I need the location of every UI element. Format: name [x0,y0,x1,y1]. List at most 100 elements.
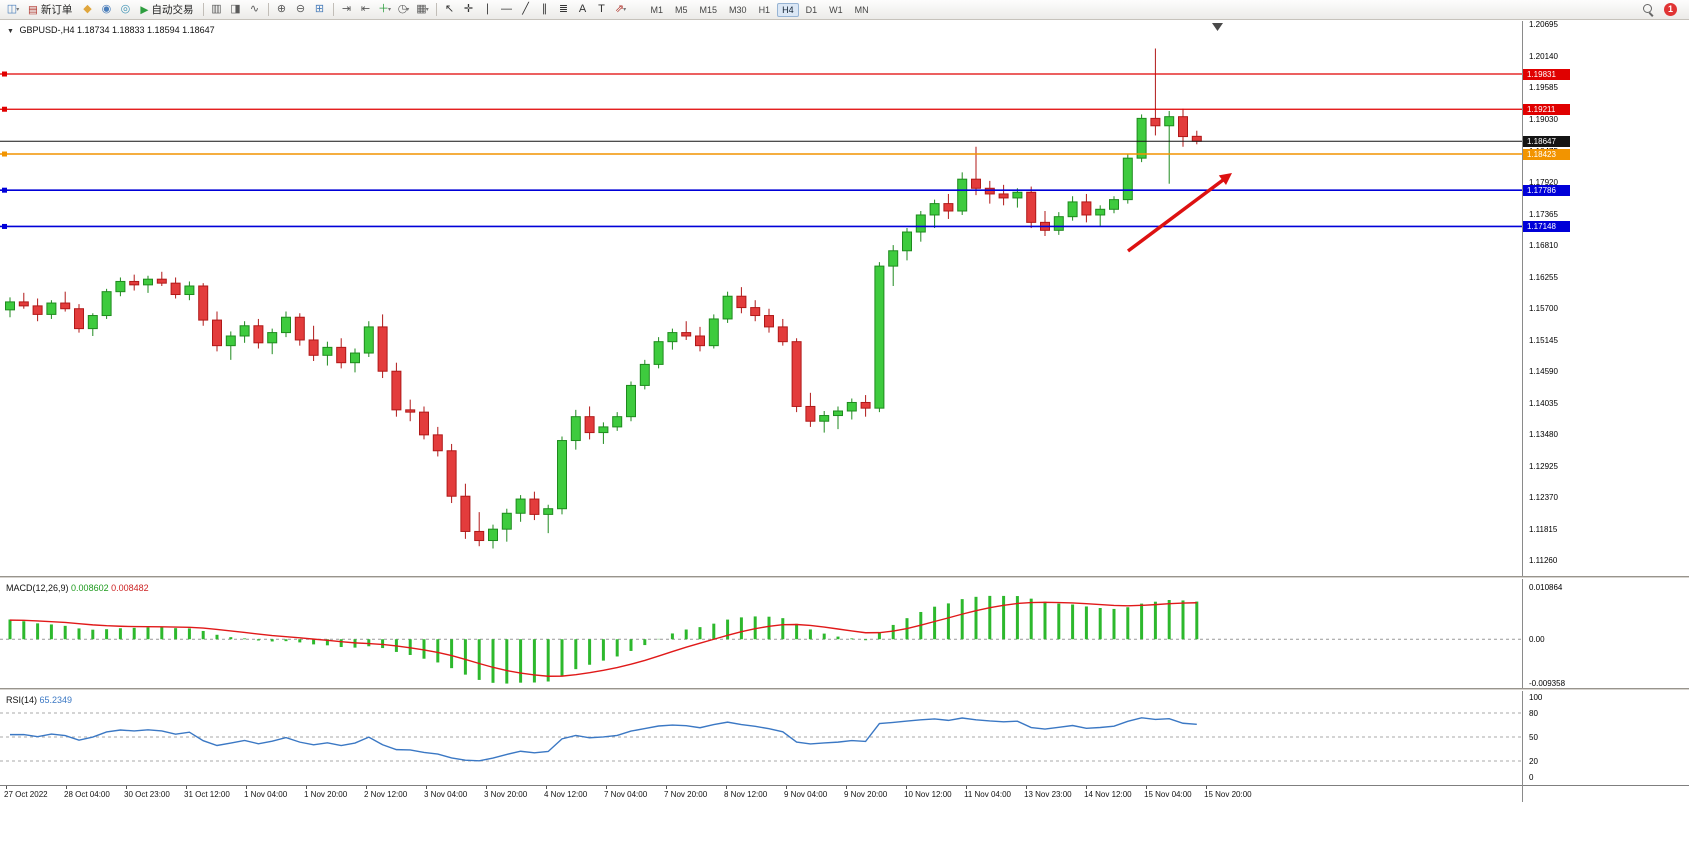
fibonacci-button[interactable]: ≣ [555,1,573,18]
timeframe-m5[interactable]: M5 [675,4,688,15]
zoom-out-button[interactable]: ⊖ [292,1,310,18]
symbol-dropdown-icon[interactable]: ▼ [7,28,14,35]
notification-badge[interactable]: 1 [1664,3,1677,16]
chart-shift-marker[interactable] [1212,23,1223,31]
candle-down [736,295,747,309]
main-chart-canvas[interactable] [0,21,1522,579]
bar-chart-mode-button[interactable]: ▥ [208,1,226,18]
equidistant-channel-button[interactable]: ∥ [536,1,554,18]
timeframe-m1[interactable]: M1 [650,4,664,15]
timeframe-d1[interactable]: D1 [805,4,818,15]
price-axis-label[interactable]: 1.14035 [1529,398,1558,408]
resistance-line-1-handle[interactable] [2,71,7,77]
price-axis-label[interactable]: 1.19585 [1529,83,1558,93]
zoom-in-button[interactable]: ⊕ [273,1,291,18]
timeframe-m30[interactable]: M30 [729,4,747,15]
time-axis[interactable]: 27 Oct 2022 28 Oct 04:00 30 Oct 23:00 31 Oc… [0,785,1689,802]
price-axis-label[interactable]: 1.12370 [1529,493,1558,503]
text-label-button[interactable]: T [593,1,611,18]
templates-button[interactable]: ▦ ▾ [414,1,432,18]
support-line-2-handle[interactable] [2,223,7,229]
vertical-line-button[interactable]: ∣ [479,1,497,18]
time-tick [1086,786,1087,789]
auto-scroll-button[interactable]: ⇥ [338,1,356,18]
market-button[interactable]: ◉ [97,1,115,18]
candle-down [212,319,222,347]
panel-splitter-rsi[interactable] [0,688,1689,691]
candle-down [860,401,871,409]
tile-windows-button[interactable]: ⊞ [311,1,329,18]
pivot-line-handle[interactable] [2,151,7,157]
price-scale[interactable]: 1.206951.201401.195851.190301.184751.179… [1523,20,1689,579]
timeframe-h1[interactable]: H1 [758,4,771,15]
signals-button[interactable]: ◎ [116,1,134,18]
candle-up [281,316,291,334]
signals-icon: ◎ [120,3,131,15]
macd-panel-canvas[interactable] [0,580,1522,689]
price-axis-label[interactable]: 1.17365 [1529,209,1558,219]
price-axis-label[interactable]: 1.14590 [1529,367,1558,377]
price-axis-label[interactable]: 1.20695 [1529,20,1558,30]
zoom-in-icon: ⊕ [276,3,287,15]
timeframe-mn[interactable]: MN [854,4,869,15]
candle-up [515,498,526,514]
rsi-axis-label: 100 [1529,692,1543,702]
mql5-community-button[interactable]: ◆ [78,1,96,18]
periods-dropdown-icon[interactable]: ▾ [406,7,410,13]
rsi-scale: 100 80 50 20 0 [1523,692,1689,785]
price-axis-label[interactable]: 1.11815 [1529,524,1558,534]
chart-shift-icon: ⇤ [360,3,371,15]
price-axis-label[interactable]: 1.20140 [1529,51,1558,61]
candle-up [1109,199,1119,210]
candlestick-mode-button[interactable]: ◨ [227,1,245,18]
timeframe-w1[interactable]: W1 [829,4,843,15]
price-axis-label[interactable]: 1.12925 [1529,461,1558,471]
trend-arrow-head[interactable] [1218,173,1232,185]
indicators-button[interactable]: ＋ ▾ [376,1,394,18]
line-chart-mode-button[interactable]: ∿ [246,1,264,18]
zoom-out-icon: ⊖ [295,3,306,15]
arrows-button[interactable]: ⇗ ▾ [612,1,630,18]
chart-shift-button[interactable]: ⇤ [357,1,375,18]
new-chart-button[interactable]: ◫ ▾ [4,1,22,18]
candle-down [170,282,181,296]
indicators-dropdown-icon[interactable]: ▾ [387,7,391,13]
candle-up [1122,157,1133,201]
rsi-panel-canvas[interactable] [0,692,1522,785]
price-axis-label[interactable]: 1.16810 [1529,241,1558,251]
candle-down [391,370,402,411]
periods-button[interactable]: ◷ ▾ [395,1,413,18]
arrows-dropdown-icon[interactable]: ▾ [623,7,627,13]
resistance-line-2-handle[interactable] [2,106,7,112]
time-axis-label: 2 Nov 12:00 [364,790,408,799]
price-axis-label[interactable]: 1.15700 [1529,304,1558,314]
cursor-button[interactable]: ↖ [441,1,459,18]
text-button[interactable]: A [574,1,592,18]
panel-splitter-macd[interactable] [0,576,1689,579]
candle-down [419,411,429,436]
price-axis-label[interactable]: 1.11260 [1529,556,1558,566]
price-axis-label[interactable]: 1.19030 [1529,115,1558,125]
candle-up [1136,117,1147,159]
horizontal-line-button[interactable]: ― [498,1,516,18]
time-tick [726,786,727,789]
support-line-1-handle[interactable] [2,187,7,193]
trend-arrow-line[interactable] [1126,178,1225,253]
price-axis-label[interactable]: 1.16255 [1529,272,1558,282]
price-tag: 1.17148 [1523,220,1570,232]
trendline-button[interactable]: ╱ [517,1,535,18]
search-button[interactable] [1639,1,1657,18]
new-chart-dropdown-icon[interactable]: ▾ [16,7,20,13]
price-axis-label[interactable]: 1.15145 [1529,335,1558,345]
price-axis-label[interactable]: 1.17920 [1529,178,1558,188]
timeframe-h4[interactable]: H4 [777,2,799,17]
crosshair-button[interactable]: ✛ [460,1,478,18]
auto-trading-button[interactable]: ▶ 自动交易 [135,1,198,18]
templates-dropdown-icon[interactable]: ▾ [425,7,429,13]
price-axis-label[interactable]: 1.13480 [1529,430,1558,440]
time-tick [1206,786,1207,789]
timeframe-m15[interactable]: M15 [699,4,718,15]
new-order-button[interactable]: ▤ 新订单 [23,1,77,18]
rsi-value: 65.2349 [39,695,73,705]
time-tick [786,786,787,789]
